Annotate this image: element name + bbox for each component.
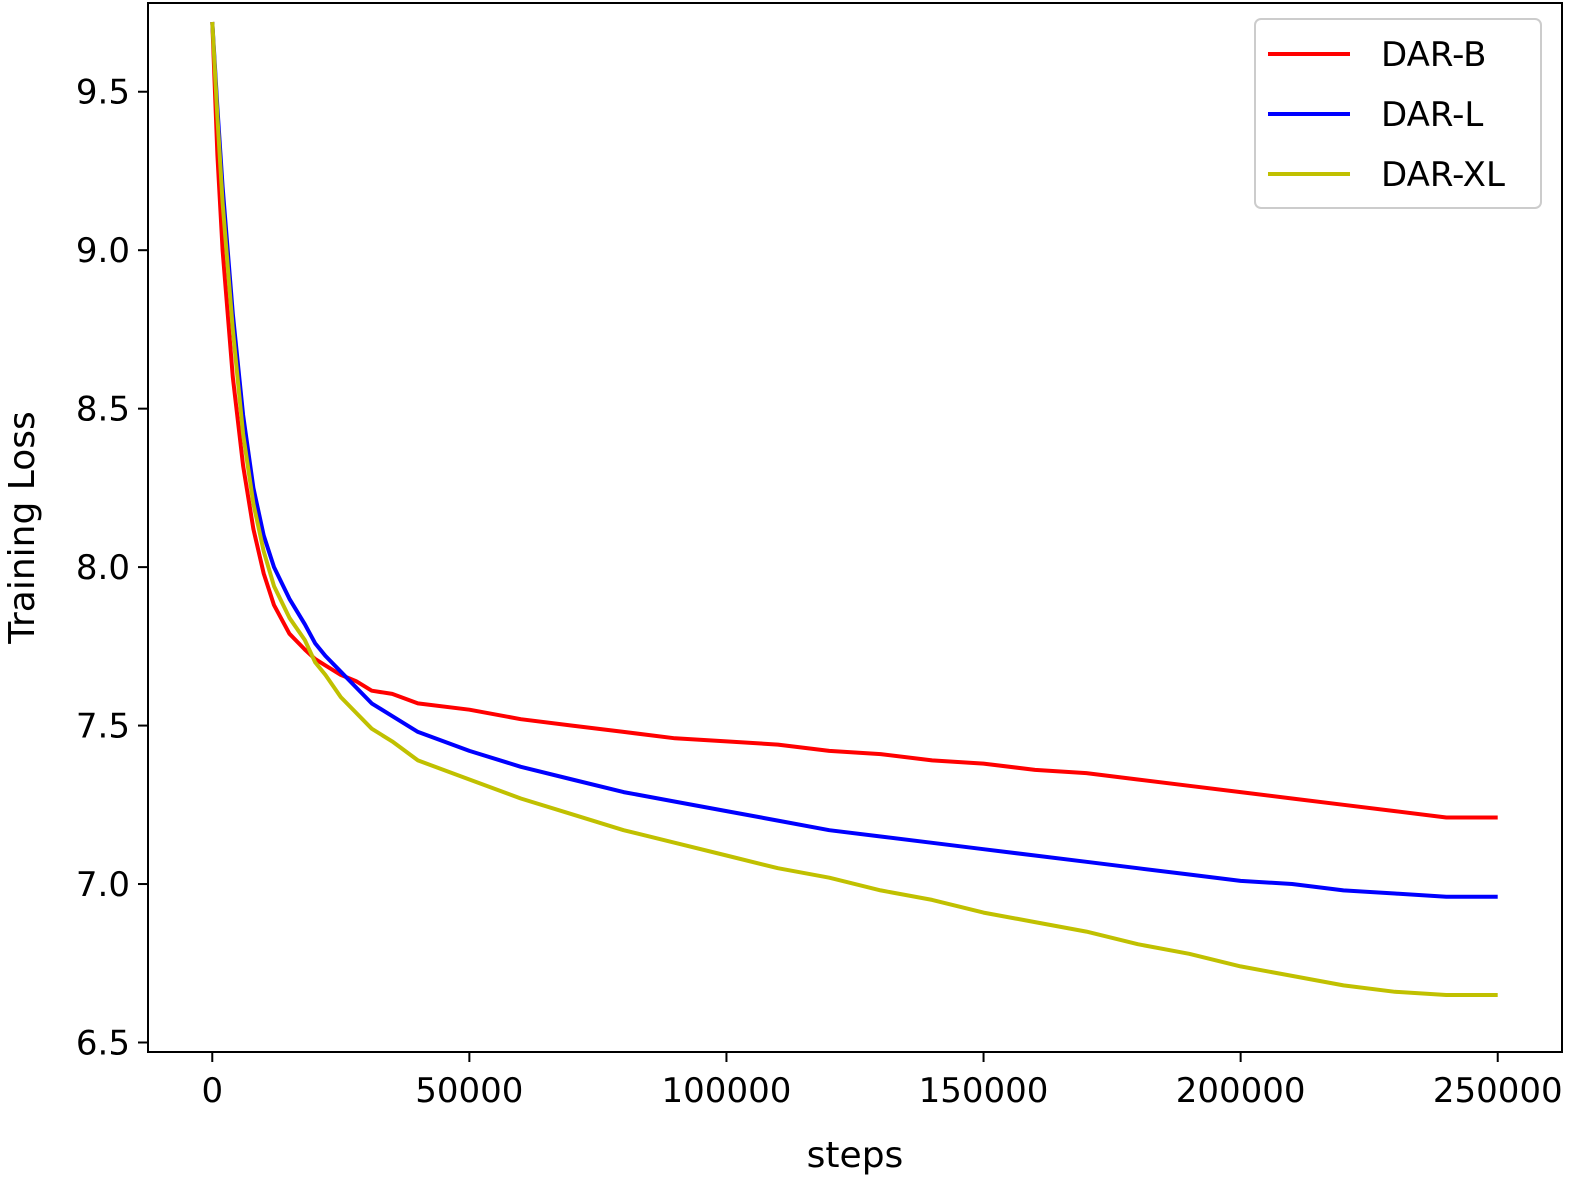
y-tick-label: 8.0 bbox=[76, 548, 130, 588]
x-tick-label: 250000 bbox=[1433, 1071, 1563, 1111]
series-line-dar-b bbox=[210, 21, 1498, 820]
legend-entry-label: DAR-L bbox=[1381, 95, 1483, 135]
y-axis-ticks: 6.5 7.0 7.5 8.0 8.5 9.0 9.5 bbox=[76, 73, 148, 1063]
x-axis-ticks: 0 50000 100000 150000 200000 250000 bbox=[201, 1052, 1563, 1111]
y-tick-label: 6.5 bbox=[76, 1023, 130, 1063]
x-tick-label: 150000 bbox=[919, 1071, 1049, 1111]
y-tick-label: 9.5 bbox=[76, 73, 130, 113]
y-axis-label: Training Loss bbox=[2, 411, 43, 644]
x-tick-label: 100000 bbox=[662, 1071, 792, 1111]
legend-box bbox=[1254, 18, 1542, 209]
series-line-dar-l bbox=[210, 21, 1498, 899]
plot-frame bbox=[147, 2, 1563, 1053]
legend-entry-label: DAR-XL bbox=[1381, 155, 1505, 195]
y-tick-label: 7.5 bbox=[76, 707, 130, 747]
x-tick-label: 200000 bbox=[1176, 1071, 1306, 1111]
y-tick-label: 8.5 bbox=[76, 390, 130, 430]
series-line-dar-xl bbox=[210, 21, 1498, 997]
plot-lines bbox=[210, 21, 1498, 997]
y-tick-label: 9.0 bbox=[76, 231, 130, 271]
legend: DAR-B DAR-L DAR-XL bbox=[1254, 18, 1542, 209]
x-axis-label: steps bbox=[807, 1135, 904, 1176]
x-tick-label: 50000 bbox=[415, 1071, 523, 1111]
legend-entry-label: DAR-B bbox=[1381, 35, 1486, 75]
x-tick-label: 0 bbox=[201, 1071, 223, 1111]
y-tick-label: 7.0 bbox=[76, 865, 130, 905]
